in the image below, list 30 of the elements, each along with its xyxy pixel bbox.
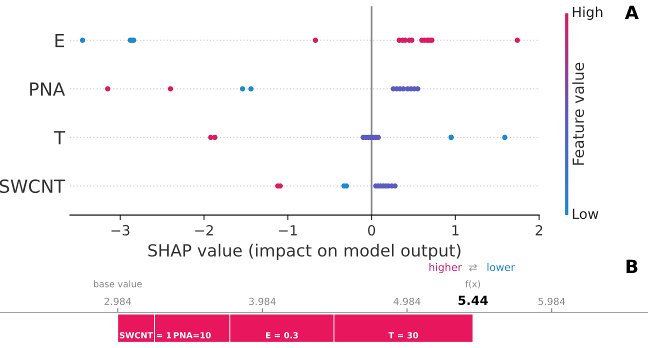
text: Low: [572, 208, 598, 220]
text: higher: [429, 263, 462, 274]
text: ⇄: [469, 264, 477, 272]
y-tick-label: SWCNT: [0, 179, 66, 194]
x-axis-title: SHAP value (impact on model output): [148, 244, 460, 260]
series-label: E = 0.3: [266, 332, 298, 338]
x-tick-label: 4.984: [394, 298, 420, 306]
series-label: PNA=10: [174, 332, 211, 338]
x-tick-label: 0: [368, 225, 376, 236]
text: High: [572, 6, 602, 20]
annotation: 5.44: [458, 296, 488, 306]
x-tick-label: −1: [279, 225, 297, 236]
text: B: [626, 260, 638, 273]
text: A: [624, 6, 639, 19]
y-tick-label: PNA: [30, 82, 65, 96]
y-tick-label: E: [55, 34, 64, 48]
text: f(x): [465, 280, 480, 288]
text: base value: [94, 280, 142, 288]
y-tick-label: T: [54, 131, 66, 144]
x-tick-label: −3: [111, 225, 130, 236]
color-bar-title: Feature value: [572, 62, 584, 165]
x-tick-label: 1: [452, 225, 458, 236]
series-label: SWCNT = 1: [120, 332, 172, 338]
x-tick-label: −2: [195, 225, 213, 236]
x-tick-label: 2.984: [104, 298, 132, 306]
x-tick-label: 3.984: [249, 298, 276, 306]
x-tick-label: 2: [536, 225, 542, 236]
text: lower: [488, 263, 515, 272]
x-tick-label: 5.984: [538, 298, 566, 306]
series-label: T = 30: [388, 332, 418, 338]
